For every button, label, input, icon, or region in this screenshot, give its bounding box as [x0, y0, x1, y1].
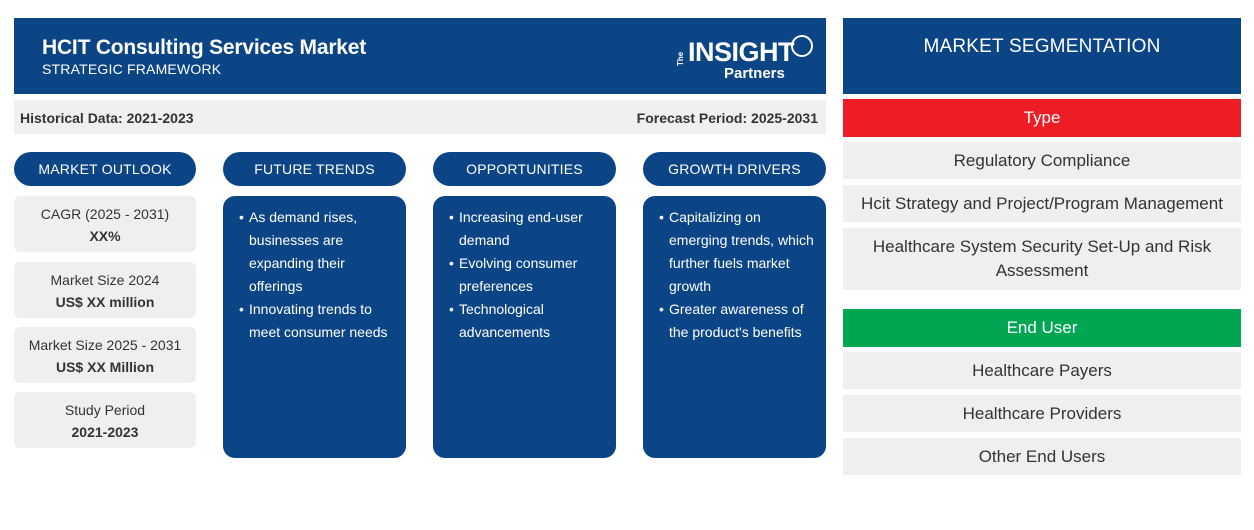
opportunity-item: Evolving consumer preferences — [449, 252, 608, 298]
segment-item: Healthcare System Security Set-Up and Ri… — [843, 228, 1241, 290]
page-title: HCIT Consulting Services Market — [42, 36, 367, 59]
insight-partners-logo: The INSIGHT Partners — [676, 32, 826, 84]
segment-type-header: Type — [843, 99, 1241, 137]
opportunities-panel: Increasing end-user demand Evolving cons… — [433, 196, 616, 458]
stat-label: Market Size 2025 - 2031 — [28, 337, 182, 353]
stat-label: Study Period — [64, 402, 146, 418]
driver-item: Greater awareness of the product's benef… — [659, 298, 818, 344]
segment-item: Other End Users — [843, 438, 1241, 475]
segment-item: Healthcare Payers — [843, 352, 1241, 389]
stat-market-size-2024: Market Size 2024 US$ XX million — [14, 262, 196, 318]
stat-market-size-forecast: Market Size 2025 - 2031 US$ XX Million — [14, 327, 196, 383]
segment-end-user-header: End User — [843, 309, 1241, 347]
future-trends-panel: As demand rises, businesses are expandin… — [223, 196, 406, 458]
header-banner: HCIT Consulting Services Market STRATEGI… — [14, 18, 826, 94]
trend-item: Innovating trends to meet consumer needs — [239, 298, 398, 344]
segment-item: Hcit Strategy and Project/Program Manage… — [843, 185, 1241, 222]
logo-the: The — [676, 51, 685, 66]
stat-label: Market Size 2024 — [50, 272, 160, 288]
page-subtitle: STRATEGIC FRAMEWORK — [42, 61, 222, 77]
driver-item: Capitalizing on emerging trends, which f… — [659, 206, 818, 298]
opportunities-heading: OPPORTUNITIES — [433, 152, 616, 186]
future-trends-heading: FUTURE TRENDS — [223, 152, 406, 186]
logo-ring-icon — [791, 35, 813, 57]
market-segmentation-heading: MARKET SEGMENTATION — [843, 18, 1241, 94]
market-outlook-heading: MARKET OUTLOOK — [14, 152, 196, 186]
forecast-period: Forecast Period: 2025-2031 — [636, 110, 818, 126]
opportunity-item: Technological advancements — [449, 298, 608, 344]
stat-value: US$ XX Million — [55, 359, 154, 375]
stat-label: CAGR (2025 - 2031) — [40, 206, 170, 222]
stat-value: 2021-2023 — [71, 424, 139, 440]
period-bar: Historical Data: 2021-2023 Forecast Peri… — [14, 100, 826, 134]
opportunity-item: Increasing end-user demand — [449, 206, 608, 252]
logo-partners: Partners — [724, 65, 785, 82]
logo-insight: INSIGHT — [688, 37, 795, 67]
stat-study-period: Study Period 2021-2023 — [14, 392, 196, 448]
growth-drivers-panel: Capitalizing on emerging trends, which f… — [643, 196, 826, 458]
stat-cagr: CAGR (2025 - 2031) XX% — [14, 196, 196, 252]
segment-item: Regulatory Compliance — [843, 142, 1241, 179]
stat-value: US$ XX million — [55, 294, 155, 310]
trend-item: As demand rises, businesses are expandin… — [239, 206, 398, 298]
growth-drivers-heading: GROWTH DRIVERS — [643, 152, 826, 186]
segment-item: Healthcare Providers — [843, 395, 1241, 432]
stat-value: XX% — [89, 228, 121, 244]
historical-data: Historical Data: 2021-2023 — [20, 110, 194, 126]
